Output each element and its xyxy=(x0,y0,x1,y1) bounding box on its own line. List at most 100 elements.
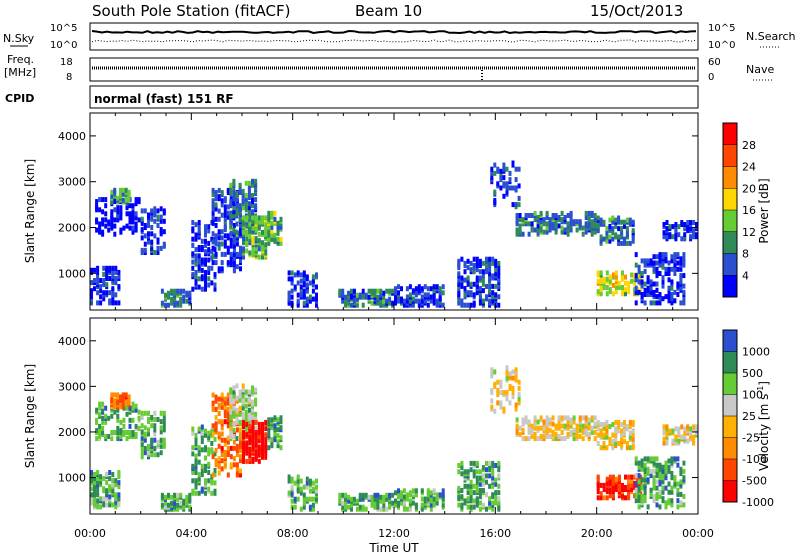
echo-cell xyxy=(257,246,261,252)
echo-cell xyxy=(308,488,312,494)
echo-cell xyxy=(511,160,515,166)
colorbar-swatch xyxy=(723,231,737,254)
echo-cell xyxy=(270,425,274,431)
echo-cell xyxy=(220,212,224,218)
echo-cell xyxy=(358,292,362,298)
echo-cell xyxy=(499,400,503,406)
echo-cell xyxy=(159,429,163,435)
echo-cell xyxy=(122,417,126,423)
echo-cell xyxy=(229,430,233,435)
echo-cell xyxy=(211,404,215,410)
echo-cell xyxy=(623,438,626,444)
echo-cell xyxy=(676,281,680,287)
echo-cell xyxy=(620,230,624,236)
echo-cell xyxy=(105,496,109,502)
echo-cell xyxy=(655,491,659,497)
echo-cell xyxy=(261,440,264,446)
echo-cell xyxy=(235,207,239,213)
echo-cell xyxy=(485,467,488,473)
echo-cell xyxy=(293,480,297,486)
echo-cell xyxy=(429,490,433,496)
echo-cell xyxy=(214,421,218,427)
colorbar-tick-label: 20 xyxy=(742,182,756,195)
echo-cell xyxy=(376,504,380,510)
echo-cell xyxy=(429,298,433,304)
echo-cell xyxy=(617,285,621,290)
echo-cell xyxy=(652,456,656,462)
echo-cell xyxy=(239,249,242,255)
echo-cell xyxy=(596,289,600,295)
echo-cell xyxy=(624,280,627,286)
echo-cell xyxy=(488,483,492,489)
echo-cell xyxy=(605,476,609,482)
echo-cell xyxy=(290,276,294,282)
echo-cell xyxy=(429,294,433,300)
echo-cell xyxy=(244,409,248,415)
echo-cell xyxy=(239,266,242,272)
echo-cell xyxy=(99,474,103,480)
echo-cell xyxy=(627,289,631,295)
echo-cell xyxy=(560,436,564,442)
echo-cell xyxy=(245,229,249,235)
echo-cell xyxy=(364,292,368,298)
echo-cell xyxy=(655,462,659,468)
echo-cell xyxy=(680,424,684,430)
echo-cell xyxy=(411,488,415,494)
echo-cell xyxy=(605,291,609,297)
power-colorbar-label: Power [dB] xyxy=(757,178,771,243)
echo-cell xyxy=(104,413,108,419)
echo-cell xyxy=(125,205,129,211)
echo-cell xyxy=(245,240,249,246)
echo-cell xyxy=(391,492,395,498)
echo-cell xyxy=(671,438,675,444)
echo-cell xyxy=(514,202,518,208)
echo-cell xyxy=(257,438,261,444)
echo-cell xyxy=(621,487,624,492)
echo-cell xyxy=(214,406,218,412)
echo-cell xyxy=(114,504,118,510)
echo-cell xyxy=(210,280,214,286)
echo-cell xyxy=(665,438,669,444)
echo-cell xyxy=(689,434,693,440)
echo-cell xyxy=(385,506,389,512)
echo-cell xyxy=(584,221,588,227)
echo-cell xyxy=(122,430,126,435)
echo-cell xyxy=(634,494,638,499)
echo-cell xyxy=(238,207,242,213)
echo-cell xyxy=(536,425,540,431)
echo-cell xyxy=(542,217,546,223)
echo-cell xyxy=(472,460,476,466)
echo-cell xyxy=(478,500,482,506)
colorbar-tick-label: 500 xyxy=(742,367,763,380)
echo-cell xyxy=(105,265,109,271)
echo-cell xyxy=(241,387,245,393)
echo-cell xyxy=(197,472,201,478)
echo-cell xyxy=(355,302,359,308)
echo-cell xyxy=(358,504,362,510)
echo-cell xyxy=(159,227,163,233)
echo-cell xyxy=(463,260,467,266)
echo-cell xyxy=(273,216,277,222)
echo-cell xyxy=(631,436,635,442)
echo-cell xyxy=(426,496,430,502)
echo-cell xyxy=(302,282,306,288)
echo-cell xyxy=(611,493,615,499)
echo-cell xyxy=(150,452,154,458)
echo-cell xyxy=(111,273,115,279)
echo-cell xyxy=(637,264,641,270)
echo-cell xyxy=(194,261,198,267)
echo-cell xyxy=(640,279,644,285)
echo-cell xyxy=(140,454,144,460)
echo-cell xyxy=(631,419,635,425)
echo-cell xyxy=(670,485,674,491)
echo-cell xyxy=(518,223,522,229)
echo-cell xyxy=(185,298,189,304)
echo-cell xyxy=(676,491,680,497)
echo-cell xyxy=(131,209,135,215)
echo-cell xyxy=(207,265,211,271)
echo-cell xyxy=(637,479,641,485)
echo-cell xyxy=(611,291,615,297)
echo-cell xyxy=(608,424,612,430)
echo-cell xyxy=(119,209,123,215)
echo-cell xyxy=(566,213,570,218)
